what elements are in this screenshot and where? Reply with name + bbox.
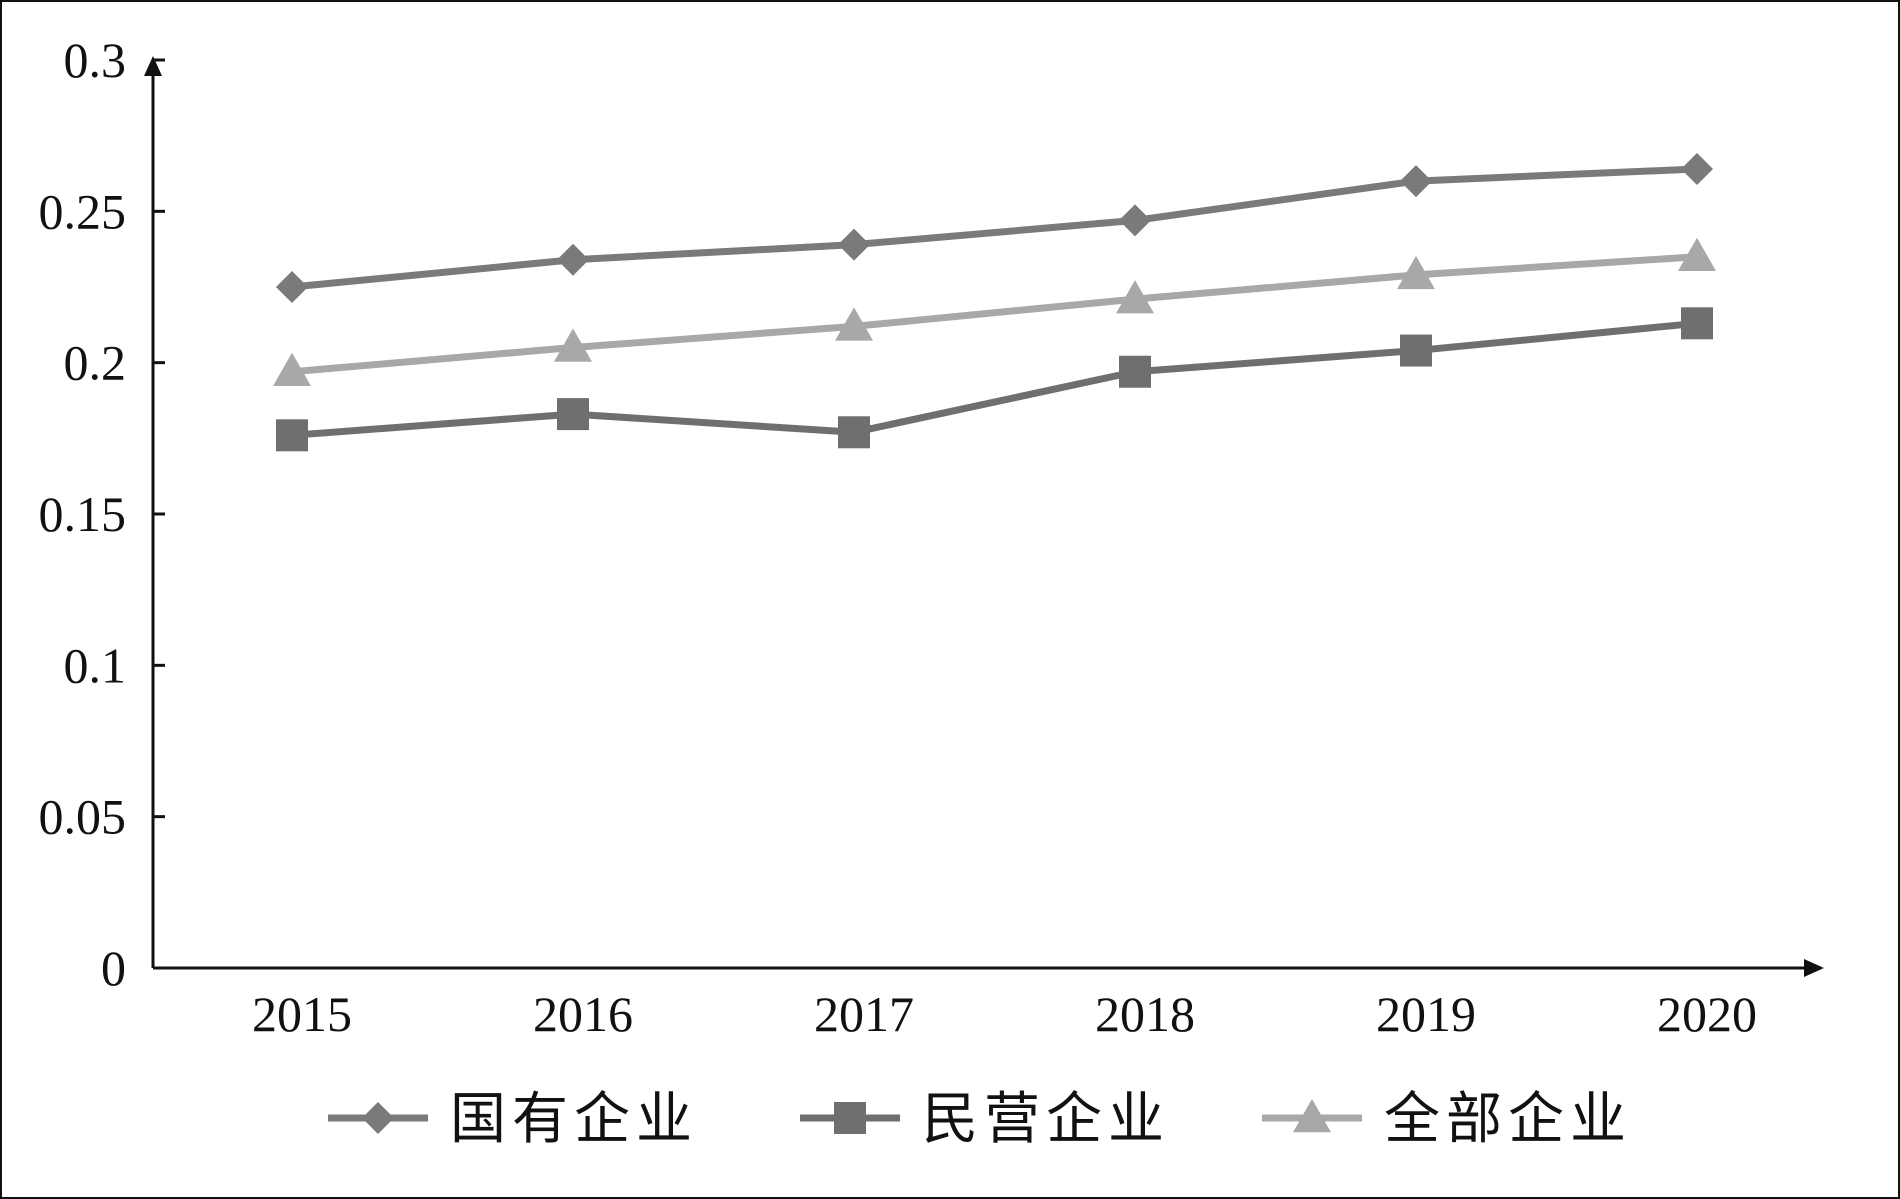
x-tick-label: 2015	[252, 986, 352, 1042]
data-point-square	[1119, 355, 1151, 388]
series-group	[273, 152, 1716, 452]
series-3	[273, 237, 1716, 386]
data-point-square	[276, 419, 308, 452]
x-tick-label: 2019	[1376, 986, 1476, 1042]
x-tick-label: 2016	[533, 986, 633, 1042]
legend-item: 民营企业	[800, 1087, 1170, 1152]
legend-label: 全部企业	[1384, 1087, 1632, 1152]
y-axis-ticks: 0 0.05 0.1 0.15 0.2 0.25 0.3	[39, 32, 165, 996]
series-line	[291, 253, 1698, 376]
x-axis-ticks: 2015 2016 2017 2018 2019 2020	[252, 986, 1757, 1042]
data-point-diamond	[557, 243, 589, 276]
data-point-square	[557, 398, 589, 431]
series-line	[291, 165, 1698, 291]
legend-marker-triangle-icon	[1293, 1099, 1331, 1133]
data-point-triangle	[554, 328, 592, 362]
data-point-diamond	[838, 228, 870, 261]
legend-item: 国有企业	[328, 1087, 698, 1152]
legend-label: 国有企业	[450, 1087, 698, 1152]
y-tick-label: 0	[101, 940, 126, 996]
x-axis-arrow-icon	[1804, 959, 1824, 977]
x-tick-label: 2020	[1657, 986, 1757, 1042]
data-point-triangle	[835, 307, 873, 341]
legend-marker-square-icon	[834, 1102, 866, 1134]
data-point-diamond	[1400, 165, 1432, 198]
series-2	[276, 307, 1713, 452]
y-tick-label: 0.25	[39, 183, 127, 239]
data-point-diamond	[276, 271, 308, 303]
series-1	[276, 152, 1713, 303]
data-point-diamond	[1681, 152, 1713, 185]
legend-label: 民营企业	[922, 1087, 1170, 1152]
data-point-diamond	[1119, 204, 1151, 237]
data-point-triangle	[1116, 280, 1154, 314]
data-point-square	[838, 416, 870, 449]
legend-marker-diamond-icon	[362, 1102, 394, 1134]
x-tick-label: 2018	[1095, 986, 1195, 1042]
data-point-triangle	[273, 352, 311, 386]
data-point-triangle	[1397, 255, 1435, 290]
x-tick-label: 2017	[814, 986, 914, 1042]
axes	[144, 56, 1824, 977]
y-tick-label: 0.2	[64, 335, 127, 391]
y-tick-label: 0.1	[64, 637, 127, 693]
y-axis-arrow-icon	[144, 56, 162, 76]
data-point-square	[1681, 307, 1713, 340]
data-point-square	[1400, 334, 1432, 367]
data-point-triangle	[1678, 237, 1716, 271]
legend: 国有企业 民营企业 全部企业	[328, 1087, 1632, 1152]
series-line	[291, 319, 1698, 439]
y-tick-label: 0.15	[39, 486, 127, 542]
y-tick-label: 0.05	[39, 789, 127, 845]
y-tick-label: 0.3	[64, 32, 127, 88]
legend-item: 全部企业	[1262, 1087, 1632, 1152]
